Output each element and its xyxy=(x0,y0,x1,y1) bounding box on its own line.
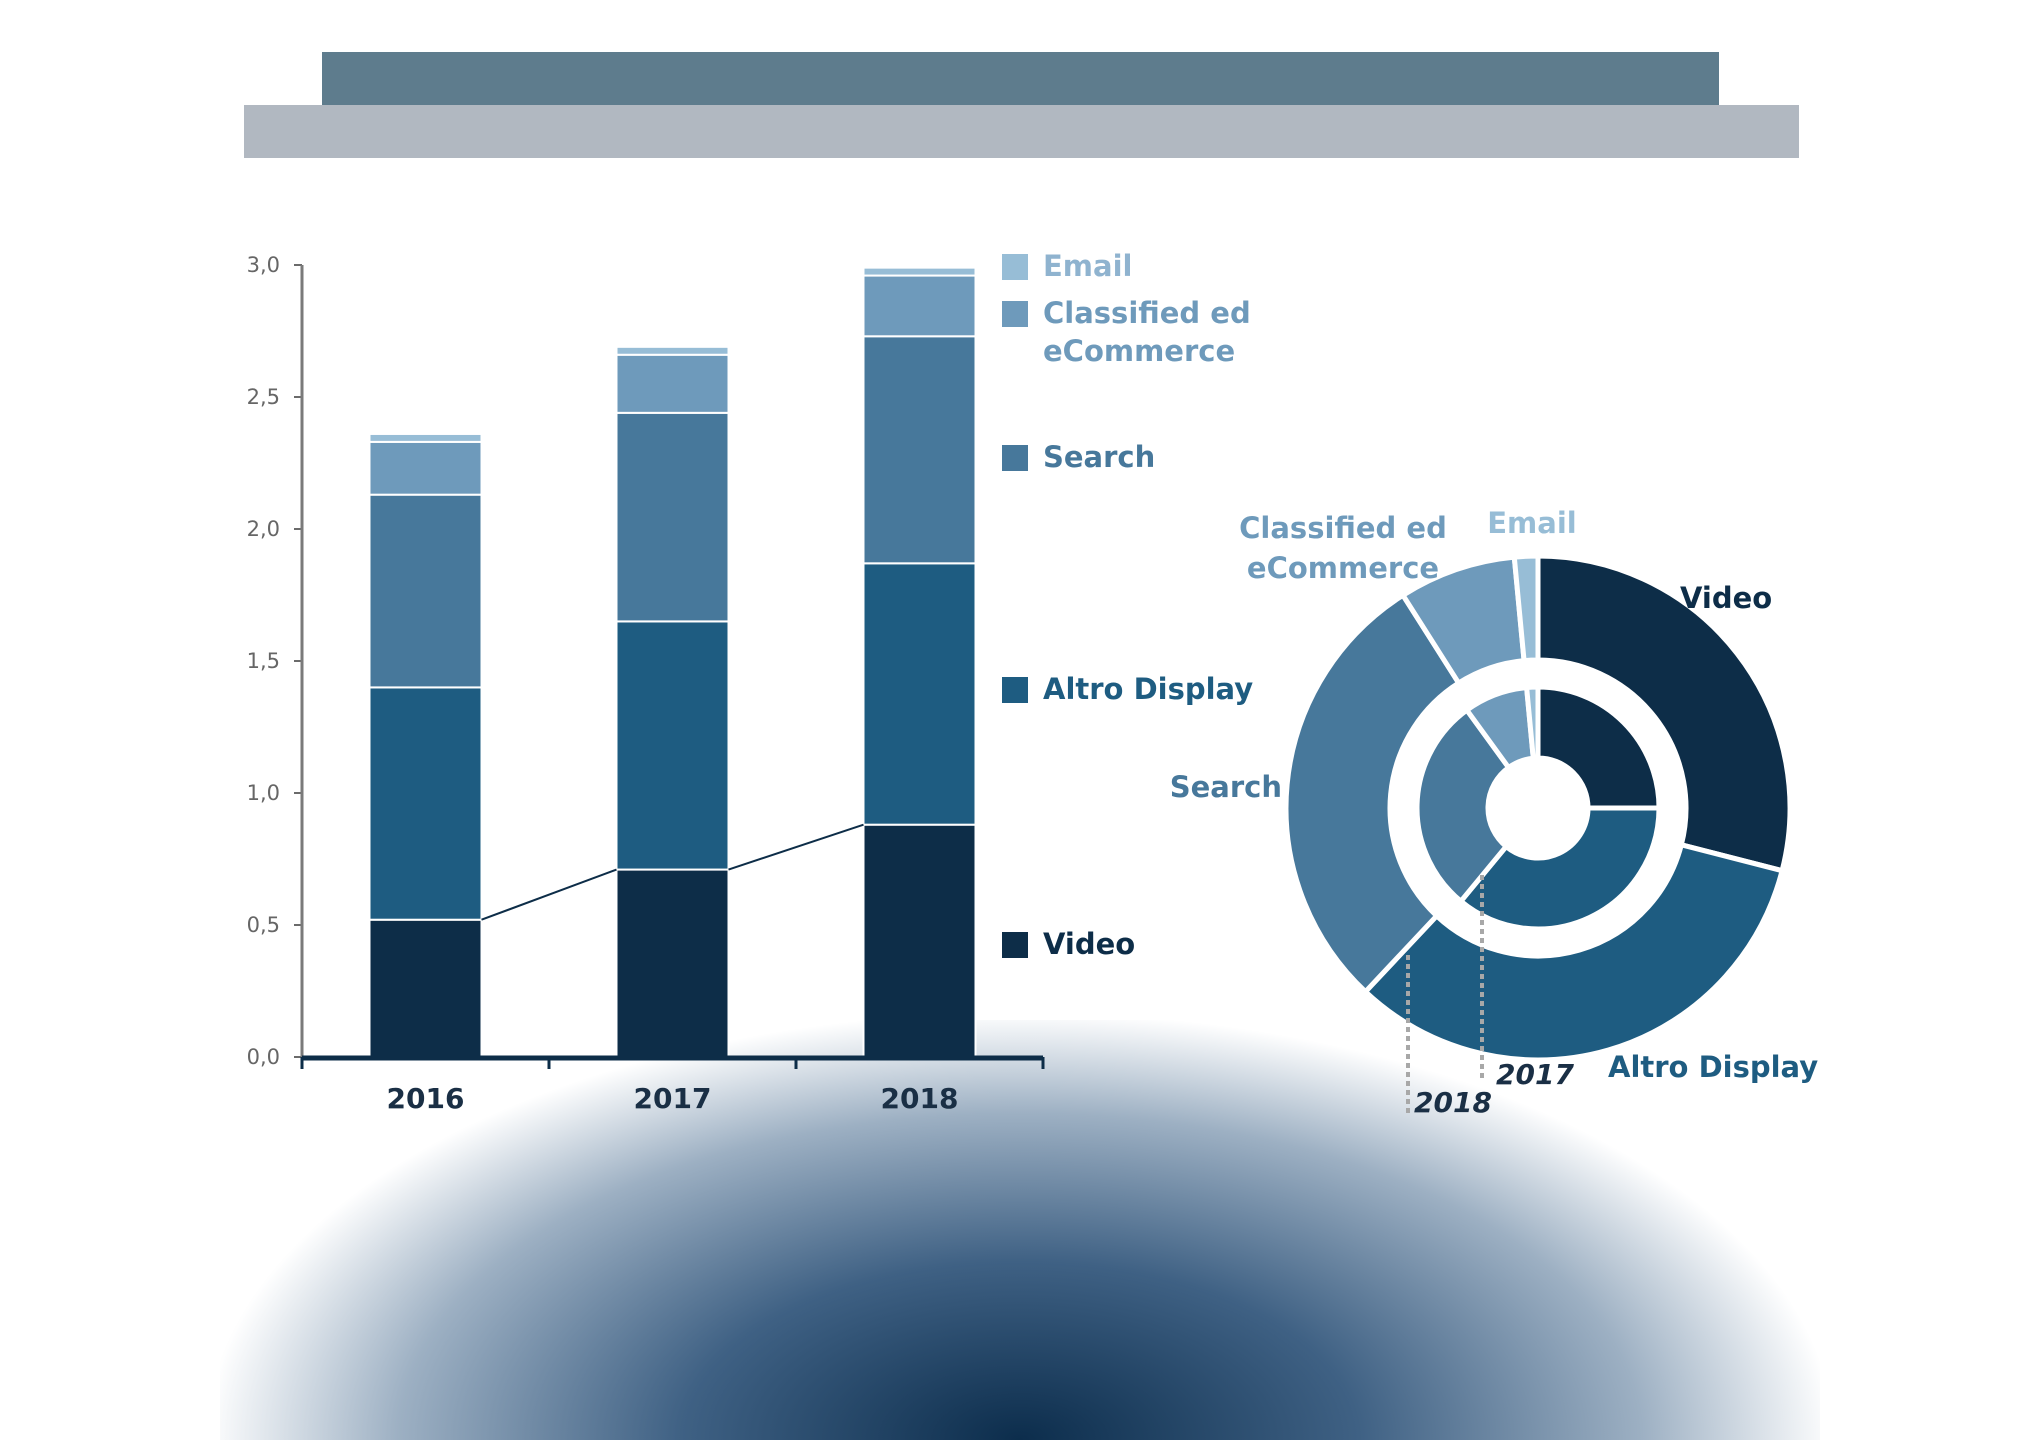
bar-segment-classified-ed-ecommerce-2017 xyxy=(615,353,730,414)
y-tick-label: 0,0 xyxy=(247,1045,280,1069)
donut-slice-video-2017 xyxy=(1535,684,1662,811)
legend-swatch-altro-display xyxy=(1002,677,1028,703)
bar-segment-search-2016 xyxy=(368,493,483,689)
donut-slice-altro-display-2017 xyxy=(1457,805,1662,932)
legend-label-video: Video xyxy=(1043,927,1135,961)
x-category-label: 2018 xyxy=(881,1082,959,1115)
bar-segment-altro-display-2018 xyxy=(862,562,977,826)
donut-slice-search-2017 xyxy=(1414,706,1513,905)
donut-slice-email-2018 xyxy=(1511,553,1541,664)
bar-segment-video-2017 xyxy=(615,868,730,1058)
y-tick-label: 1,0 xyxy=(247,781,280,805)
bar-segment-classified-ed-ecommerce-2016 xyxy=(368,440,483,496)
legend-swatch-video xyxy=(1002,932,1028,958)
bar-segment-email-2018 xyxy=(862,266,977,277)
donut-label-classified-ed-ecommerce: eCommerce xyxy=(1247,551,1439,585)
bar-segment-altro-display-2016 xyxy=(368,686,483,921)
donut-slice-altro-display-2018 xyxy=(1361,841,1786,1063)
y-tick-label: 3,0 xyxy=(247,253,280,277)
bar-segment-video-2018 xyxy=(862,823,977,1058)
donut-label-altro-display: Altro Display xyxy=(1608,1050,1818,1084)
donut-slice-email-2017 xyxy=(1523,684,1541,761)
y-tick-label: 2,5 xyxy=(247,385,280,409)
donut-label-classified-ed-ecommerce: Classified ed xyxy=(1239,511,1447,545)
video-trend-line xyxy=(481,868,617,921)
video-trend-line xyxy=(728,823,864,871)
legend-label-altro-display: Altro Display xyxy=(1043,672,1253,706)
legend-label-classified-ed-ecommerce: Classified ed xyxy=(1043,296,1251,330)
donut-slice-video-2018 xyxy=(1535,553,1793,874)
donut-label-email: Email xyxy=(1487,506,1576,540)
donut-label-search: Search xyxy=(1170,770,1282,804)
legend-label-classified-ed-ecommerce: eCommerce xyxy=(1043,334,1235,368)
y-tick-label: 2,0 xyxy=(247,517,280,541)
legend-swatch-email xyxy=(1002,254,1028,280)
donut-chart: Video Email Classified ed eCommerce Search Al… xyxy=(1170,506,1818,1119)
legend-swatch-search xyxy=(1002,445,1028,471)
ring-label-2017: 2017 xyxy=(1496,1058,1574,1091)
y-tick-label: 0,5 xyxy=(247,913,280,937)
header-band-back xyxy=(244,105,1799,158)
bar-segment-email-2017 xyxy=(615,345,730,356)
bar-segment-email-2016 xyxy=(368,432,483,443)
ring-label-2018: 2018 xyxy=(1414,1086,1492,1119)
y-tick-label: 1,5 xyxy=(247,649,280,673)
bar-segment-video-2016 xyxy=(368,918,483,1058)
legend-swatch-classified-ed-ecommerce xyxy=(1002,301,1028,327)
donut-slice-search-2018 xyxy=(1283,591,1463,996)
donut-label-video: Video xyxy=(1680,581,1772,615)
bar-legend: Email Classified ed eCommerce Search Altro D… xyxy=(1002,249,1253,961)
bar-segment-altro-display-2017 xyxy=(615,620,730,871)
bar-segment-classified-ed-ecommerce-2018 xyxy=(862,274,977,338)
header-band-front xyxy=(322,52,1719,105)
legend-label-search: Search xyxy=(1043,440,1155,474)
bar-segment-search-2017 xyxy=(615,411,730,623)
x-category-label: 2016 xyxy=(387,1082,465,1115)
bar-segment-search-2018 xyxy=(862,335,977,565)
x-category-label: 2017 xyxy=(634,1082,712,1115)
legend-label-email: Email xyxy=(1043,249,1132,283)
stacked-bar-chart: 0,0 0,5 1,0 1,5 2,0 2,5 3,0 2016 2017 2018 xyxy=(247,253,1045,1115)
